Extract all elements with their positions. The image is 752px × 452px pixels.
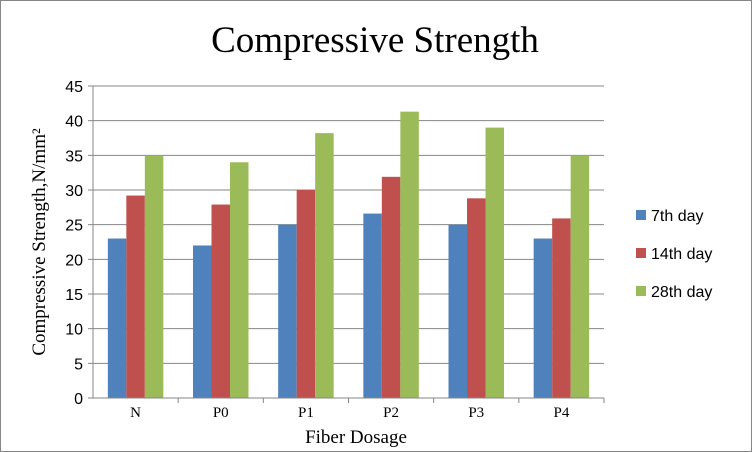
x-tick-labels: N P0 P1 P2 P3 P4	[130, 405, 570, 421]
y-tick-label: 10	[65, 322, 83, 339]
bar-7th-day-p0	[193, 245, 212, 398]
bar-14th-day-p3	[467, 198, 486, 398]
x-tick-label: N	[130, 405, 141, 421]
bar-7th-day-p2	[363, 213, 382, 398]
legend-swatch	[636, 210, 646, 220]
x-tick-label: P1	[298, 405, 314, 421]
y-tick-label: 15	[65, 287, 83, 304]
y-tick-label: 0	[74, 391, 83, 408]
bar-28th-day-n	[144, 155, 164, 398]
bar-7th-day-p4	[533, 238, 553, 398]
bar-28th-day-p4	[570, 155, 590, 398]
bar-14th-day-p0	[211, 204, 230, 398]
bars	[107, 111, 590, 399]
bar-14th-day-p4	[552, 218, 571, 398]
x-axis-title: Fiber Dosage	[305, 427, 407, 448]
x-tick-label: P2	[383, 405, 399, 421]
y-tick-label: 35	[65, 148, 83, 165]
x-tick-label: P3	[468, 405, 484, 421]
bar-28th-day-p1	[315, 133, 334, 398]
legend-label: 7th day	[651, 208, 703, 225]
y-tick-label: 30	[65, 183, 83, 200]
y-tick-label: 45	[65, 79, 83, 96]
legend-swatch	[636, 286, 646, 296]
bar-28th-day-p2	[400, 111, 419, 399]
legend: 7th day 14th day 28th day	[636, 208, 712, 301]
y-tick-label: 40	[65, 114, 83, 131]
axes	[88, 85, 605, 403]
bar-7th-day-p1	[278, 224, 297, 398]
bar-14th-day-p2	[381, 176, 401, 398]
x-tick-label: P4	[553, 405, 569, 421]
gridlines	[93, 85, 604, 364]
bar-28th-day-p0	[230, 162, 249, 398]
y-tick-label: 25	[65, 218, 83, 235]
legend-swatch	[636, 248, 646, 258]
bar-14th-day-p1	[296, 190, 316, 398]
x-tick-label: P0	[213, 405, 229, 421]
bar-14th-day-n	[126, 195, 145, 398]
y-tick-labels: 0 5 10 15 20 25 30 35 40 45	[65, 79, 83, 408]
legend-label: 28th day	[651, 284, 712, 301]
bar-7th-day-p3	[448, 224, 467, 398]
y-tick-label: 5	[74, 356, 83, 373]
bar-7th-day-n	[107, 238, 127, 398]
bar-28th-day-p3	[485, 127, 504, 398]
legend-label: 14th day	[651, 246, 712, 263]
y-axis-title: Compressive Strength,N/mm²	[29, 128, 50, 356]
y-tick-label: 20	[65, 252, 83, 269]
chart-title: Compressive Strength	[211, 20, 539, 61]
